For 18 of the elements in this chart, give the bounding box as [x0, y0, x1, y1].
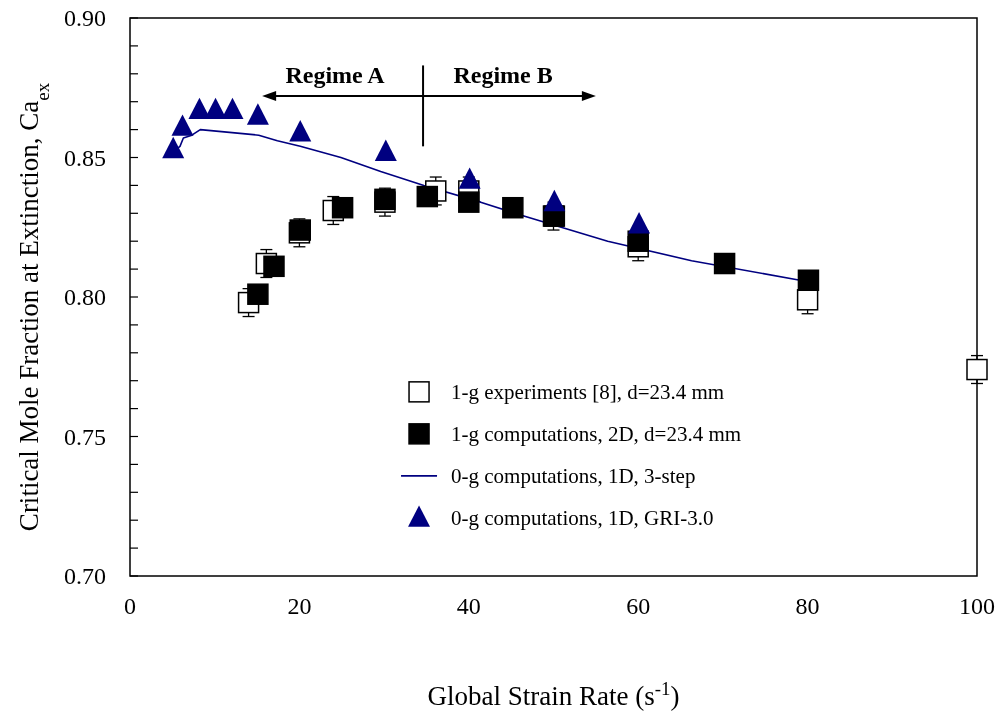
annotation: Regime B: [453, 62, 553, 89]
y-tick-label: 0.80: [64, 284, 106, 311]
annotation: Regime A: [285, 62, 386, 89]
x-tick-label: 100: [959, 593, 995, 619]
y-tick-label: 0.75: [64, 423, 106, 450]
y-tick-label: 0.85: [64, 144, 106, 171]
x-axis-title: Global Strain Rate (s$^{-1}$): [427, 677, 680, 711]
x-tick-label: 0: [124, 593, 136, 619]
x-tick-label: 60: [626, 593, 651, 619]
x-tick-label: 80: [795, 593, 820, 619]
x-tick-label: 40: [456, 593, 481, 619]
legend-label: 0-g computations, 1D, GRI-3.0: [451, 506, 714, 531]
legend-label: 0-g computations, 1D, 3-step: [451, 464, 696, 489]
legend-label: 1-g computations, 2D, d=23.4 mm: [451, 422, 742, 447]
x-tick-label: 20: [287, 593, 312, 619]
y-tick-label: 0.70: [64, 563, 106, 590]
legend-label: 1-g experiments [8], d=23.4 mm: [451, 380, 725, 405]
y-tick-label: 0.90: [64, 5, 106, 32]
